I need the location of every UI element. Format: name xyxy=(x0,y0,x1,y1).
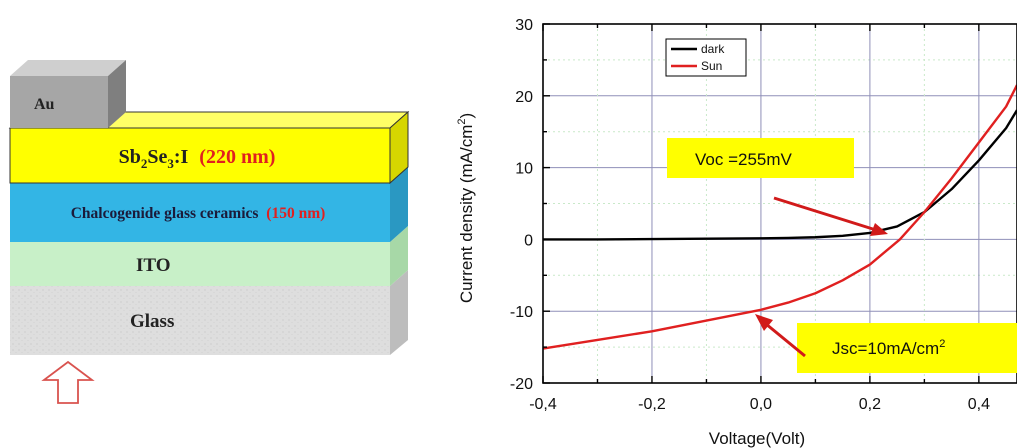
chalcogenide-thickness: (150 nm) xyxy=(266,205,325,222)
series-line-dark xyxy=(543,109,1017,241)
y-tick-label: -10 xyxy=(510,304,533,321)
au-label: Au xyxy=(34,96,55,113)
device-stack-illustration: Glass ITO Chalcogenide glass ceramics (1… xyxy=(8,60,410,404)
y-tick-label: 20 xyxy=(515,89,533,106)
glass-label: Glass xyxy=(130,311,174,332)
jv-chart: -20 -10 0 10 20 30 -0,4 -0,2 0,0 0,2 0,4 Voltage(V… xyxy=(456,17,1017,448)
svg-text:Sb2Se3:I (220 nm): Sb2Se3:I (220 nm) xyxy=(119,146,276,171)
x-tick-label: 0,4 xyxy=(968,396,990,413)
x-tick-label: 0,2 xyxy=(859,396,881,413)
ito-layer: ITO xyxy=(10,226,408,286)
up-arrow-icon xyxy=(41,360,95,404)
sb2se3-thickness: (220 nm) xyxy=(199,146,275,168)
series-line-sun xyxy=(542,84,1017,350)
ito-label: ITO xyxy=(136,255,171,276)
legend-label-sun: Sun xyxy=(701,59,722,73)
y-axis-label: Current density (mA/cm2) xyxy=(456,113,476,303)
chalcogenide-label: Chalcogenide glass ceramics xyxy=(71,205,259,222)
x-tick-label: -0,2 xyxy=(638,396,666,413)
y-tick-label: 10 xyxy=(515,161,533,178)
chart-ticks: -20 -10 0 10 20 30 -0,4 -0,2 0,0 0,2 0,4 xyxy=(510,17,990,413)
y-tick-label: 30 xyxy=(515,17,533,34)
jsc-annotation: Jsc=10mA/cm2 xyxy=(755,314,1017,373)
y-tick-label: -20 xyxy=(510,376,533,393)
y-tick-label: 0 xyxy=(524,232,533,249)
x-axis-label: Voltage(Volt) xyxy=(709,429,805,448)
jsc-label: Jsc=10mA/cm xyxy=(832,339,939,358)
svg-text:Jsc=10mA/cm2: Jsc=10mA/cm2 xyxy=(832,338,945,358)
chalcogenide-layer: Chalcogenide glass ceramics (150 nm) xyxy=(10,167,408,242)
voc-label: Voc =255mV xyxy=(695,150,793,169)
x-tick-label: 0,0 xyxy=(750,396,772,413)
chart-legend: dark Sun xyxy=(665,38,747,77)
voc-annotation: Voc =255mV xyxy=(667,138,888,236)
chart-grid xyxy=(543,24,1017,383)
x-tick-label: -0,4 xyxy=(529,396,557,413)
legend-label-dark: dark xyxy=(701,42,725,56)
chart-series xyxy=(542,84,1017,350)
au-contact: Au xyxy=(10,60,126,128)
svg-text:Chalcogenide glass ceramics: Chalcogenide glass ceramics (150 nm) xyxy=(71,205,326,222)
